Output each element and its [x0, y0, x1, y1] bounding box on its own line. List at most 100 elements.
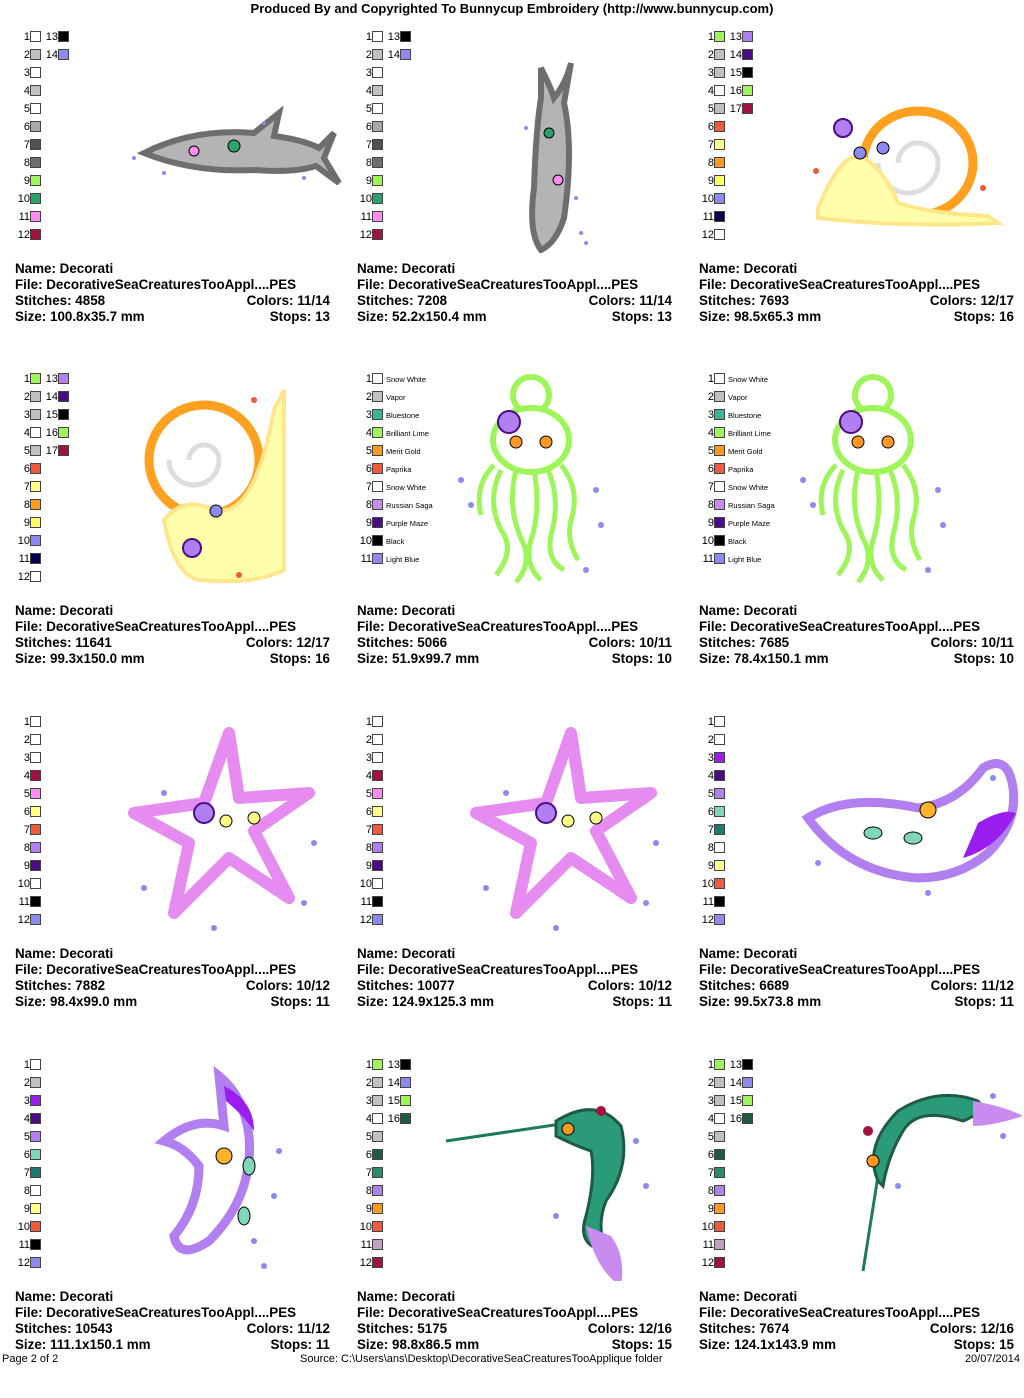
thread-name: Vapor	[386, 393, 406, 402]
stops-label: Stops:	[611, 309, 654, 324]
color-swatch	[714, 1239, 725, 1250]
color-swatch	[372, 193, 383, 204]
thread-number: 14	[729, 1077, 742, 1089]
thread-number: 13	[729, 1059, 742, 1071]
thread-number: 5	[365, 788, 372, 800]
thread-number: 1	[23, 716, 30, 728]
name-label: Name:	[357, 946, 398, 961]
color-swatch	[372, 391, 383, 402]
thread-number: 7	[707, 824, 714, 836]
name-label: Name:	[15, 603, 56, 618]
thread-number: 1	[707, 1059, 714, 1071]
color-swatch	[400, 1077, 411, 1088]
thread-number: 7	[365, 139, 372, 151]
thread-number: 10	[359, 878, 372, 890]
color-swatch	[714, 1203, 725, 1214]
thread-number: 15	[729, 67, 742, 79]
thread-number: 6	[707, 806, 714, 818]
color-swatch	[372, 1221, 383, 1232]
design-size: 52.2x150.4 mm	[392, 309, 487, 324]
stitch-count: 11641	[75, 635, 112, 650]
colors-label: Colors:	[245, 978, 293, 993]
color-swatch	[400, 1113, 411, 1124]
color-swatch	[372, 445, 383, 456]
name-label: Name:	[699, 946, 740, 961]
color-swatch	[372, 31, 383, 42]
thread-name: Snow White	[728, 483, 769, 492]
thread-number: 13	[387, 31, 400, 43]
thread-name: Snow White	[728, 375, 769, 384]
thread-number: 10	[17, 1221, 30, 1233]
stop-count: 16	[999, 309, 1014, 324]
design-name: Decorati	[59, 1289, 114, 1304]
design-name: Decorati	[743, 1289, 798, 1304]
color-swatch	[30, 499, 41, 510]
thread-number: 10	[17, 193, 30, 205]
design-file: DecorativeSeaCreaturesTooAppl....PES	[388, 962, 639, 977]
design-file: DecorativeSeaCreaturesTooAppl....PES	[46, 277, 297, 292]
color-swatch	[714, 103, 725, 114]
thread-number: 10	[701, 193, 714, 205]
design-size: 124.1x143.9 mm	[734, 1337, 836, 1352]
thread-number: 5	[707, 1131, 714, 1143]
color-swatch	[372, 499, 383, 510]
thread-number: 8	[707, 157, 714, 169]
color-swatch	[58, 373, 69, 384]
thread-number: 11	[360, 211, 372, 223]
color-swatch	[372, 1077, 383, 1088]
color-swatch	[30, 67, 41, 78]
color-swatch	[30, 373, 41, 384]
thread-number: 16	[729, 85, 742, 97]
design-size: 78.4x150.1 mm	[734, 651, 829, 666]
thread-number: 7	[23, 824, 30, 836]
stitches-label: Stitches:	[15, 978, 72, 993]
color-swatch	[30, 463, 41, 474]
design-name: Decorati	[401, 603, 456, 618]
jellyfish-icon	[800, 374, 946, 584]
colors-label: Colors:	[245, 635, 293, 650]
color-swatch	[30, 734, 41, 745]
color-swatch	[714, 1095, 725, 1106]
color-count: 10/11	[981, 635, 1014, 650]
color-swatch	[714, 1077, 725, 1088]
thread-number: 15	[387, 1095, 400, 1107]
thread-number: 7	[707, 139, 714, 151]
thread-number: 9	[23, 175, 30, 187]
design-card: 1 2 3 4 5 6 7 8 9 10 11 12 13 14 15 16 Name: Decorati F…	[356, 1056, 696, 1398]
color-swatch	[30, 1095, 41, 1106]
color-swatch	[30, 409, 41, 420]
color-count: 10/12	[638, 978, 672, 993]
design-card: 1 2 3 4 5 6 7 8 9 10 11 12 Name: Decorati File: Dec…	[14, 713, 354, 1055]
thread-number: 5	[707, 445, 714, 457]
thread-number: 1	[365, 716, 372, 728]
color-swatch	[372, 1185, 383, 1196]
color-swatch	[372, 85, 383, 96]
color-swatch	[714, 229, 725, 240]
thread-number: 5	[23, 1131, 30, 1143]
file-label: File:	[699, 1305, 727, 1320]
thread-number: 9	[365, 175, 372, 187]
color-swatch	[30, 770, 41, 781]
color-swatch	[372, 842, 383, 853]
colors-label: Colors:	[587, 1321, 635, 1336]
ray-v-icon	[154, 1065, 282, 1269]
color-swatch	[372, 517, 383, 528]
size-label: Size:	[357, 309, 389, 324]
color-swatch	[30, 121, 41, 132]
name-label: Name:	[357, 603, 398, 618]
thread-number: 8	[365, 157, 372, 169]
color-swatch	[714, 770, 725, 781]
thread-number: 9	[707, 175, 714, 187]
color-swatch	[372, 1131, 383, 1142]
thread-number: 14	[387, 49, 400, 61]
thread-number: 4	[707, 427, 714, 439]
design-info: Name: Decorati File: DecorativeSeaCreatu…	[357, 1289, 672, 1353]
thread-name: Merit Gold	[728, 447, 763, 456]
color-swatch	[714, 1149, 725, 1160]
thread-number: 1	[707, 716, 714, 728]
color-swatch	[30, 860, 41, 871]
thread-number: 8	[365, 842, 372, 854]
color-swatch	[742, 67, 753, 78]
color-swatch	[742, 103, 753, 114]
design-card: 1 2 3 4 5 6 7 8 9 10 11 12 13 14 15 16 Name: Decorati F…	[698, 1056, 1024, 1398]
